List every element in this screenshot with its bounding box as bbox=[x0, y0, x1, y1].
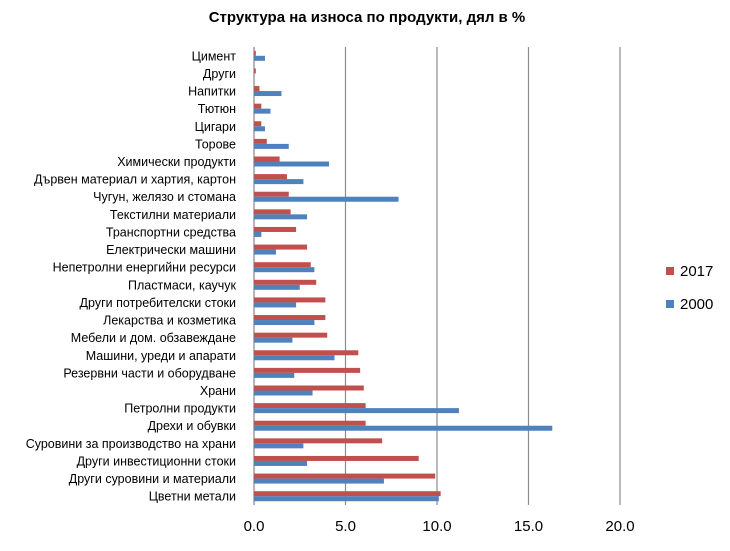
legend-swatch-2017 bbox=[666, 267, 674, 275]
bar-2017 bbox=[254, 473, 436, 479]
legend-label-2017: 2017 bbox=[680, 263, 713, 280]
bar-2017 bbox=[254, 455, 419, 461]
category-label: Цветни метали bbox=[149, 490, 236, 504]
bar-2000 bbox=[254, 196, 399, 202]
bar-2000 bbox=[254, 320, 315, 326]
category-label: Електрически машини bbox=[106, 243, 236, 257]
bar-2017 bbox=[254, 209, 291, 215]
bar-2017 bbox=[254, 438, 383, 444]
x-tick-label: 0.0 bbox=[244, 518, 265, 535]
bar-2000 bbox=[254, 214, 308, 220]
bar-2017 bbox=[254, 332, 328, 338]
category-label: Резервни части и оборудване bbox=[63, 366, 236, 380]
gridlines bbox=[253, 47, 621, 505]
bar-2000 bbox=[254, 302, 297, 308]
bar-2017 bbox=[254, 121, 262, 127]
category-label: Транспортни средства bbox=[106, 225, 236, 239]
bar-2000 bbox=[254, 267, 315, 273]
bar-2017 bbox=[254, 315, 326, 321]
bar-2017 bbox=[254, 191, 289, 197]
bar-2000 bbox=[254, 390, 313, 396]
category-label: Други инвестиционни стоки bbox=[77, 454, 236, 468]
bar-2017 bbox=[254, 244, 308, 250]
category-label: Тютюн bbox=[198, 102, 236, 116]
bar-2000 bbox=[254, 443, 304, 449]
bars bbox=[254, 50, 553, 502]
bar-2000 bbox=[254, 496, 439, 502]
bar-2017 bbox=[254, 174, 287, 180]
bar-2000 bbox=[254, 91, 282, 97]
bar-2000 bbox=[254, 161, 330, 167]
bar-2000 bbox=[254, 460, 308, 466]
category-label: Химически продукти bbox=[117, 155, 236, 169]
category-label: Петролни продукти bbox=[124, 402, 236, 416]
category-label: Машини, уреди и апарати bbox=[86, 349, 236, 363]
x-tick-label: 5.0 bbox=[335, 518, 356, 535]
bar-2017 bbox=[254, 385, 364, 391]
bar-2000 bbox=[254, 425, 553, 431]
category-label: Лекарства и козметика bbox=[103, 314, 236, 328]
category-label: Пластмаси, каучук bbox=[128, 278, 236, 292]
category-label: Напитки bbox=[188, 85, 236, 99]
bar-2000 bbox=[254, 231, 262, 237]
bar-2000 bbox=[254, 372, 295, 378]
bar-2000 bbox=[254, 143, 289, 149]
bar-2017 bbox=[254, 86, 260, 92]
bar-2000 bbox=[254, 478, 384, 484]
bar-2017 bbox=[254, 138, 267, 144]
category-label: Непетролни енергийни ресурси bbox=[53, 261, 236, 275]
x-tick-label: 20.0 bbox=[605, 518, 634, 535]
category-labels: Цимент Други Напитки Тютюн Цигари Торове Химич… bbox=[26, 49, 237, 503]
chart-title: Структура на износа по продукти, дял в % bbox=[209, 9, 526, 26]
bar-2000 bbox=[254, 337, 293, 343]
bar-2017 bbox=[254, 262, 311, 268]
legend-label-2000: 2000 bbox=[680, 296, 713, 313]
bar-2000 bbox=[254, 108, 271, 114]
category-label: Цигари bbox=[195, 120, 236, 134]
bar-2017 bbox=[254, 226, 297, 232]
category-label: Други суровини и материали bbox=[69, 472, 236, 486]
category-label: Чугун, желязо и стомана bbox=[93, 190, 236, 204]
bar-2000 bbox=[254, 249, 276, 255]
bar-2000 bbox=[254, 355, 335, 361]
bar-2017 bbox=[254, 491, 441, 497]
bar-2017 bbox=[254, 156, 280, 162]
bar-2000 bbox=[254, 284, 300, 290]
legend-swatch-2000 bbox=[666, 300, 674, 308]
bar-2000 bbox=[254, 408, 459, 414]
category-label: Други потребителски стоки bbox=[80, 296, 236, 310]
category-label: Дрехи и обувки bbox=[148, 419, 236, 433]
category-label: Други bbox=[203, 67, 236, 81]
category-label: Суровини за производство на храни bbox=[26, 437, 236, 451]
bar-2017 bbox=[254, 367, 361, 373]
bar-2017 bbox=[254, 68, 256, 74]
category-label: Храни bbox=[200, 384, 236, 398]
category-label: Цимент bbox=[192, 49, 237, 63]
x-tick-labels: 0.0 5.0 10.0 15.0 20.0 bbox=[244, 518, 635, 535]
x-tick-label: 10.0 bbox=[422, 518, 451, 535]
category-label: Текстилни материали bbox=[110, 208, 236, 222]
category-label: Дървен материал и хартия, картон bbox=[34, 173, 236, 187]
bar-2017 bbox=[254, 350, 359, 356]
bar-2017 bbox=[254, 103, 262, 109]
bar-2017 bbox=[254, 403, 366, 409]
x-tick-label: 15.0 bbox=[514, 518, 543, 535]
category-label: Мебели и дом. обзавеждане bbox=[71, 331, 236, 345]
bar-2000 bbox=[254, 55, 265, 61]
bar-2017 bbox=[254, 420, 366, 426]
bar-2017 bbox=[254, 279, 317, 285]
bar-2017 bbox=[254, 50, 256, 56]
legend: 2017 2000 bbox=[666, 263, 713, 313]
bar-2000 bbox=[254, 126, 265, 132]
category-label: Торове bbox=[195, 137, 236, 151]
bar-2017 bbox=[254, 297, 326, 303]
bar-2000 bbox=[254, 179, 304, 185]
